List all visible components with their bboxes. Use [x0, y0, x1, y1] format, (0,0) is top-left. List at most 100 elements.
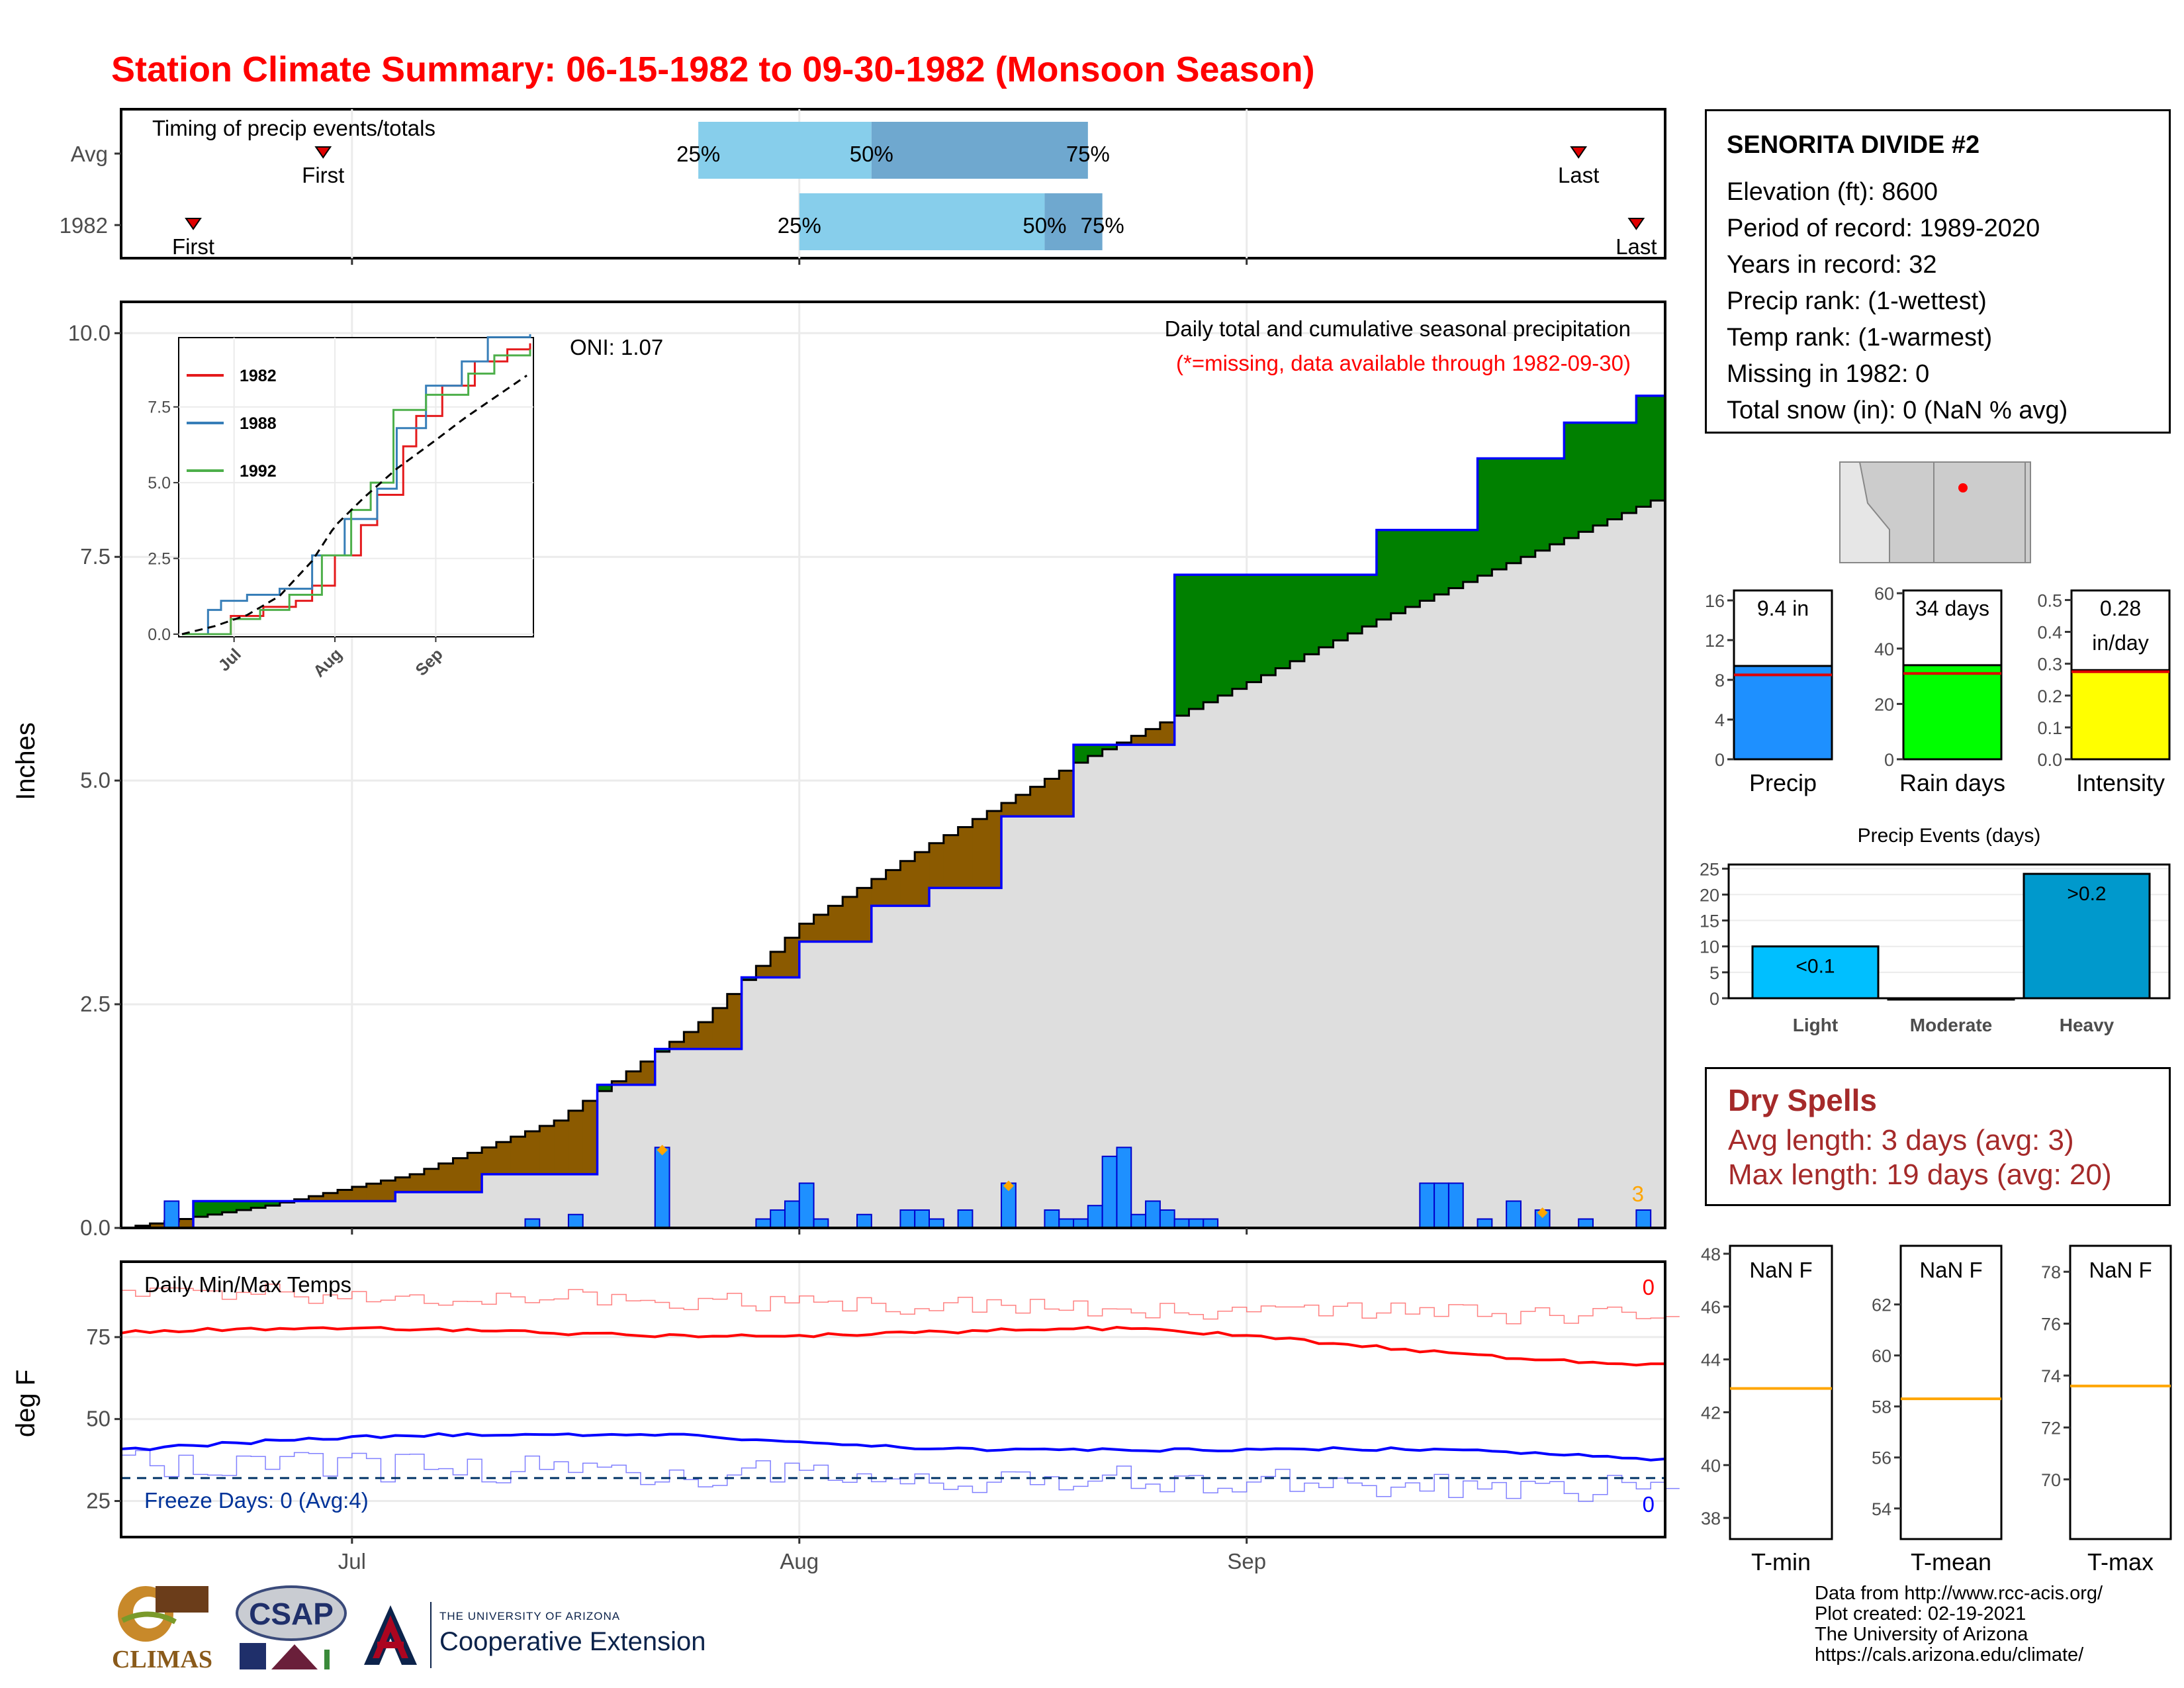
precip-shade-segment	[900, 906, 915, 1228]
precip-shade-segment	[1564, 538, 1579, 1228]
precip-shade-segment	[1203, 702, 1218, 1228]
precip-shade-segment	[1347, 633, 1363, 1228]
precip-below-avg-segment	[828, 906, 843, 942]
page-title: Station Climate Summary: 06-15-1982 to 0…	[111, 50, 1315, 89]
temp-box-ytick-label: 48	[1701, 1244, 1721, 1264]
daily-precip-bar	[1130, 1213, 1147, 1229]
precip-shade-segment	[1044, 816, 1060, 1228]
timing-first-label: First	[302, 163, 344, 187]
events-ytick-label: 20	[1700, 885, 1719, 905]
precip-shade-segment	[1059, 816, 1074, 1228]
precip-shade-segment	[1102, 749, 1118, 1228]
events-bar-tag: <0.1	[1796, 956, 1835, 978]
precip-below-avg-segment	[958, 827, 974, 888]
precip-shade-segment	[1174, 716, 1190, 1228]
precip-below-avg-segment	[179, 1219, 194, 1228]
precip-shade-segment	[1549, 544, 1565, 1228]
ua-extension-label: Cooperative Extension	[439, 1627, 706, 1656]
mini-bar-ytick-label: 16	[1705, 591, 1725, 611]
temp-box-ytick-label: 42	[1701, 1403, 1721, 1423]
station-info-box: SENORITA DIVIDE #2 Elevation (ft): 8600 …	[1705, 109, 2171, 434]
station-location-marker	[1958, 483, 1968, 492]
precip-below-avg-segment	[1059, 771, 1074, 817]
precip-shade-segment	[496, 1174, 512, 1228]
precip-shade-segment	[1390, 613, 1406, 1228]
station-precip-rank: Precip rank: (1-wettest)	[1727, 287, 1987, 315]
temp-box-ytick-label: 62	[1872, 1295, 1891, 1315]
freeze-days-label: Freeze Days: 0 (Avg:4)	[144, 1488, 369, 1513]
temp-box-frame	[1729, 1244, 1833, 1540]
precip-below-avg-segment	[669, 1041, 684, 1049]
station-period: Period of record: 1989-2020	[1727, 214, 2040, 242]
precip-below-avg-segment	[1015, 794, 1031, 817]
temp-box-ytick-label: 38	[1701, 1509, 1721, 1528]
daily-precip-bar	[1159, 1209, 1175, 1229]
precip-above-avg-segment	[1290, 575, 1305, 661]
precip-shade-segment	[1030, 816, 1046, 1228]
precip-above-avg-segment	[1477, 458, 1492, 576]
precip-shade-segment	[1333, 640, 1348, 1228]
precip-below-avg-segment	[727, 994, 743, 1049]
timing-last-marker	[1570, 146, 1588, 159]
precip-shade-segment	[1434, 594, 1449, 1228]
inset-legend-label: 1982	[240, 367, 277, 385]
timing-first-marker	[314, 146, 332, 159]
daily-precip-bar	[1433, 1182, 1449, 1229]
mini-bar-ytick-label: 0	[1715, 750, 1725, 770]
precip-above-avg-segment	[1376, 530, 1392, 620]
timing-q50-q75-bar	[871, 122, 1088, 179]
precip-below-avg-segment	[510, 1137, 526, 1174]
mini-bar-ytick-label: 0.4	[2037, 623, 2062, 643]
inset-ytick-label: 7.5	[148, 399, 171, 417]
temp-box-ytick-label: 70	[2041, 1470, 2061, 1490]
temp-box-frame	[2069, 1244, 2172, 1540]
daily-precip-bar	[929, 1218, 944, 1229]
precip-shade-segment	[741, 980, 756, 1228]
precip-above-avg-segment	[1318, 575, 1334, 647]
precip-shade-segment	[1275, 668, 1291, 1228]
precip-shade-segment	[1290, 661, 1305, 1228]
precip-below-avg-segment	[612, 1081, 627, 1085]
precip-shade-segment	[410, 1192, 425, 1228]
precip-shade-segment	[525, 1174, 540, 1228]
dry-spells-title: Dry Spells	[1728, 1083, 1877, 1117]
precip-shade-segment	[1261, 675, 1276, 1228]
month-label: Aug	[780, 1549, 819, 1573]
precip-shade-segment	[323, 1201, 338, 1228]
daily-precip-bar	[856, 1213, 872, 1229]
precip-above-avg-segment	[207, 1201, 223, 1215]
extreme-day-marker	[1003, 1180, 1014, 1192]
precip-above-avg-segment	[1246, 575, 1262, 682]
precip-below-avg-segment	[943, 835, 959, 888]
precip-below-avg-segment	[929, 843, 944, 888]
precip-below-avg-segment	[1160, 722, 1175, 745]
precip-above-avg-segment	[741, 977, 756, 980]
mini-bar-ytick-label: 0	[1884, 750, 1894, 770]
temp-box-ytick-label: 40	[1701, 1456, 1721, 1476]
precip-above-avg-segment	[236, 1201, 251, 1210]
timing-first-label: First	[172, 234, 214, 259]
precip-above-avg-segment	[1218, 575, 1233, 696]
precip-shade-segment	[1116, 745, 1132, 1228]
mini-bar-label: Precip	[1749, 769, 1817, 796]
temp-ytick-label: 25	[86, 1489, 111, 1513]
precip-above-avg-segment	[655, 1049, 670, 1052]
daily-precip-bar	[755, 1218, 772, 1229]
precip-shade-segment	[1146, 745, 1161, 1228]
precip-shade-segment	[1463, 582, 1479, 1228]
inset-ytick-label: 0.0	[148, 626, 171, 644]
precip-shade-segment	[640, 1084, 656, 1228]
timing-q75-label: 75%	[1081, 213, 1124, 238]
precip-below-avg-segment	[856, 888, 872, 942]
daily-precip-bar	[1087, 1205, 1103, 1229]
precip-above-avg-segment	[265, 1201, 281, 1206]
precip-shade-segment	[712, 1049, 728, 1228]
timing-last-marker	[1627, 218, 1645, 230]
precip-shade-segment	[193, 1217, 208, 1228]
timing-q75-label: 75%	[1066, 142, 1110, 166]
precip-shade-segment	[366, 1201, 382, 1228]
station-elevation: Elevation (ft): 8600	[1727, 178, 1938, 206]
precip-shade-segment	[1621, 512, 1637, 1228]
precip-shade-segment	[987, 888, 1002, 1228]
precip-above-avg-segment	[1434, 530, 1449, 595]
